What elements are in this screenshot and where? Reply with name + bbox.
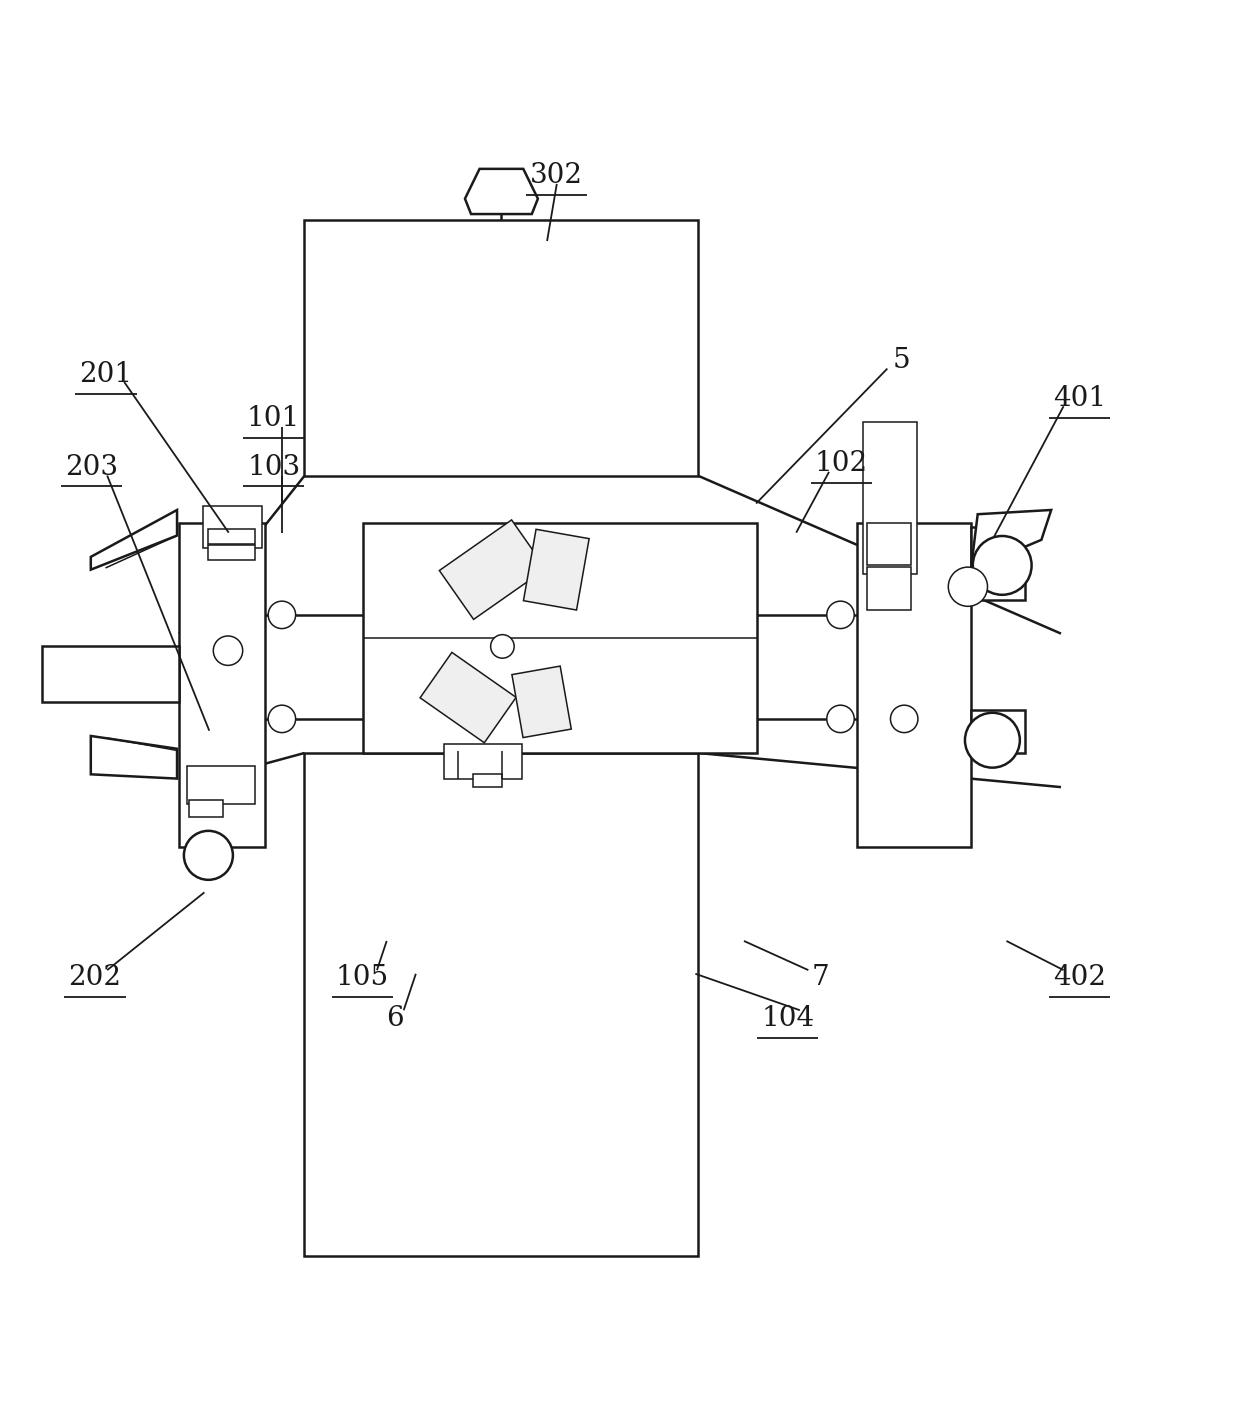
Circle shape: [268, 601, 295, 628]
Bar: [179, 523, 265, 846]
Bar: [863, 422, 916, 574]
Text: 7: 7: [812, 963, 830, 990]
Polygon shape: [91, 510, 177, 570]
Polygon shape: [91, 735, 177, 778]
Circle shape: [827, 705, 854, 732]
Bar: [203, 506, 263, 549]
Text: 5: 5: [893, 346, 910, 373]
Text: 104: 104: [761, 1005, 815, 1032]
Bar: [208, 544, 255, 560]
Text: 302: 302: [531, 162, 583, 190]
Text: 402: 402: [1053, 963, 1106, 990]
Bar: [42, 647, 179, 703]
Bar: [857, 523, 971, 846]
Text: 201: 201: [79, 361, 133, 388]
Bar: [867, 523, 911, 566]
Circle shape: [965, 712, 1019, 768]
Circle shape: [268, 705, 295, 732]
Bar: [305, 752, 698, 1257]
Bar: [208, 529, 255, 544]
Text: 401: 401: [1053, 386, 1106, 412]
Bar: [971, 527, 1024, 600]
Bar: [971, 711, 1024, 752]
Bar: [472, 774, 502, 787]
Text: 105: 105: [336, 963, 389, 990]
Circle shape: [973, 536, 1032, 594]
Bar: [867, 567, 911, 610]
Polygon shape: [523, 529, 589, 610]
Text: 203: 203: [64, 453, 118, 480]
Bar: [188, 799, 223, 817]
Polygon shape: [420, 653, 516, 742]
Text: 202: 202: [68, 963, 122, 990]
Text: 101: 101: [247, 405, 300, 432]
Circle shape: [890, 705, 918, 732]
Polygon shape: [971, 510, 1052, 570]
Circle shape: [827, 601, 854, 628]
Circle shape: [184, 831, 233, 879]
Text: 6: 6: [387, 1005, 404, 1032]
Polygon shape: [465, 168, 538, 214]
Bar: [305, 219, 698, 476]
Polygon shape: [439, 520, 546, 620]
Polygon shape: [512, 665, 572, 738]
Bar: [363, 523, 758, 752]
Circle shape: [491, 634, 515, 658]
Bar: [187, 765, 255, 804]
Bar: [444, 744, 522, 778]
Text: 103: 103: [247, 453, 300, 480]
Circle shape: [213, 636, 243, 665]
Circle shape: [949, 567, 987, 606]
Text: 102: 102: [815, 450, 868, 477]
